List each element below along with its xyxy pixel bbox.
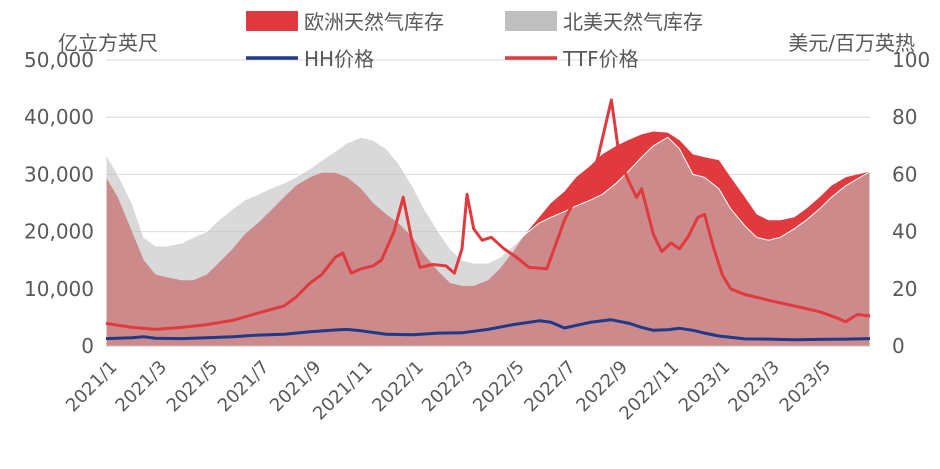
y-right-tick-label: 60 (892, 162, 917, 186)
x-tick-label: 2023/1 (675, 357, 735, 417)
x-tick-label: 2022/3 (418, 357, 478, 417)
line-series-3 (105, 318, 871, 342)
y-left-tick-label: 50,000 (24, 48, 94, 72)
y-left-axis-label: 亿立方英尺 (58, 31, 158, 55)
legend: 欧洲天然气库存 北美天然气库存 HH价格 TTF价格 (246, 10, 703, 71)
legend-item: HH价格 (246, 47, 374, 71)
y-right-tick-label: 100 (892, 48, 930, 72)
y-left-tick-label: 30,000 (24, 162, 94, 186)
x-tick-label: 2023/3 (724, 357, 784, 417)
x-tick-label: 2021/1 (62, 357, 122, 417)
y-right-tick-label: 40 (892, 220, 917, 244)
y-right-tick-label: 0 (892, 334, 905, 358)
x-tick-label: 2021/5 (163, 357, 223, 417)
legend-label: 欧洲天然气库存 (304, 10, 444, 34)
x-tick-label: 2022/5 (469, 357, 529, 417)
y-right-axis-label: 美元/百万英热 (788, 31, 915, 55)
lines (105, 98, 871, 342)
y-left-tick-label: 40,000 (24, 105, 94, 129)
x-tick-label: 2023/5 (776, 357, 836, 417)
legend-label: 北美天然气库存 (563, 10, 703, 34)
y-left-tick-label: 20,000 (24, 220, 94, 244)
x-tick-label: 2021/3 (111, 357, 171, 417)
y-right-tick-label: 20 (892, 277, 917, 301)
legend-swatch (505, 11, 557, 31)
legend-item: 欧洲天然气库存 (246, 10, 444, 34)
legend-item: TTF价格 (505, 47, 639, 71)
x-tick-label: 2022/7 (520, 357, 580, 417)
y-left-tick-label: 0 (81, 334, 94, 358)
x-tick-label: 2021/7 (214, 357, 274, 417)
areas (105, 131, 871, 347)
line-series-4 (105, 98, 871, 331)
y-left-tick-label: 10,000 (24, 277, 94, 301)
area-series-2 (105, 136, 871, 347)
legend-label: TTF价格 (562, 47, 639, 71)
y-right-tick-label: 80 (892, 105, 917, 129)
legend-label: HH价格 (304, 47, 374, 71)
legend-swatch (246, 11, 298, 31)
x-tick-label: 2022/1 (368, 357, 428, 417)
legend-item: 北美天然气库存 (505, 10, 703, 34)
